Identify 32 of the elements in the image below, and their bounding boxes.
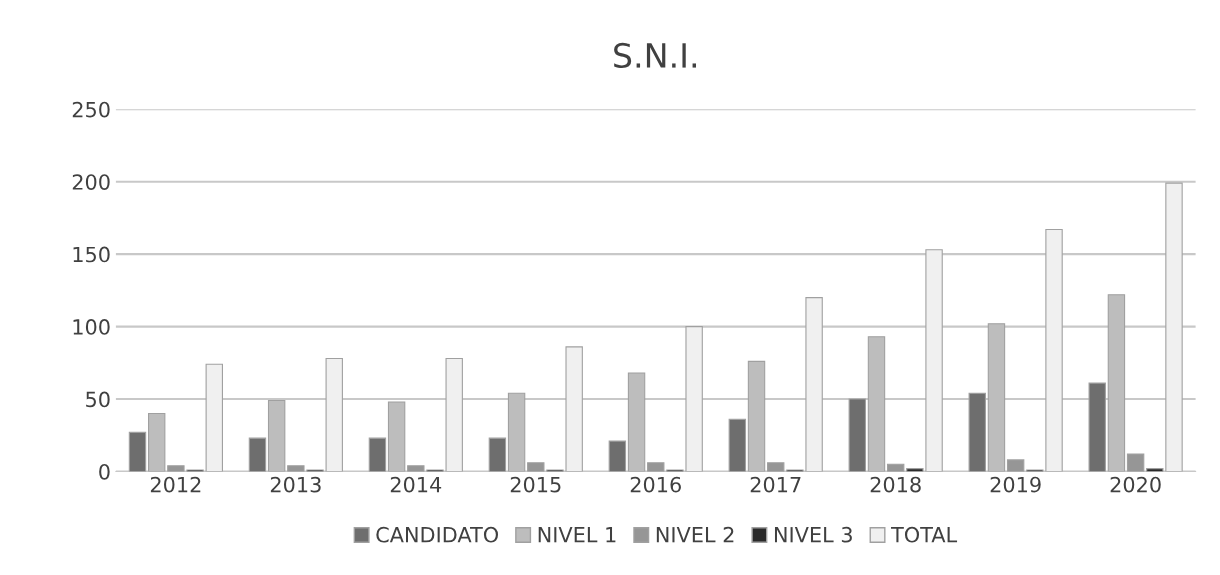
bar [1088, 382, 1106, 472]
x-tick-label: 2015 [510, 476, 561, 493]
bar [1126, 453, 1145, 472]
bar [1006, 459, 1025, 472]
y-tick-label: 150 [73, 246, 110, 263]
legend-label: NIVEL 1 [538, 527, 616, 543]
y-tick-label: 250 [72, 101, 110, 118]
bar [368, 437, 387, 472]
y-tick-label: 0 [99, 463, 110, 480]
chart-title: S.N.I. [614, 42, 697, 69]
bar [128, 431, 147, 472]
x-tick-label: 2012 [150, 476, 201, 493]
legend-label: NIVEL 3 [774, 526, 852, 543]
bar [488, 437, 507, 472]
bar [248, 437, 267, 472]
legend-label: CANDIDATO [376, 526, 498, 543]
x-tick-label: 2013 [270, 476, 321, 493]
x-tick-label: 2019 [990, 476, 1041, 493]
bar [968, 392, 986, 472]
x-tick-label: 2017 [750, 476, 801, 493]
y-tick-label: 200 [72, 174, 110, 190]
bar [848, 398, 867, 472]
legend-label: NIVEL 2 [656, 526, 734, 543]
bar [608, 440, 627, 472]
x-tick-label: 2020 [1110, 476, 1161, 493]
x-tick-label: 2016 [630, 476, 681, 493]
legend-label: TOTAL [891, 526, 958, 543]
y-tick-label: 50 [86, 391, 110, 408]
y-tick-label: 100 [73, 319, 110, 335]
bar [728, 418, 747, 472]
x-tick-label: 2018 [870, 476, 921, 493]
x-tick-label: 2014 [390, 476, 442, 493]
